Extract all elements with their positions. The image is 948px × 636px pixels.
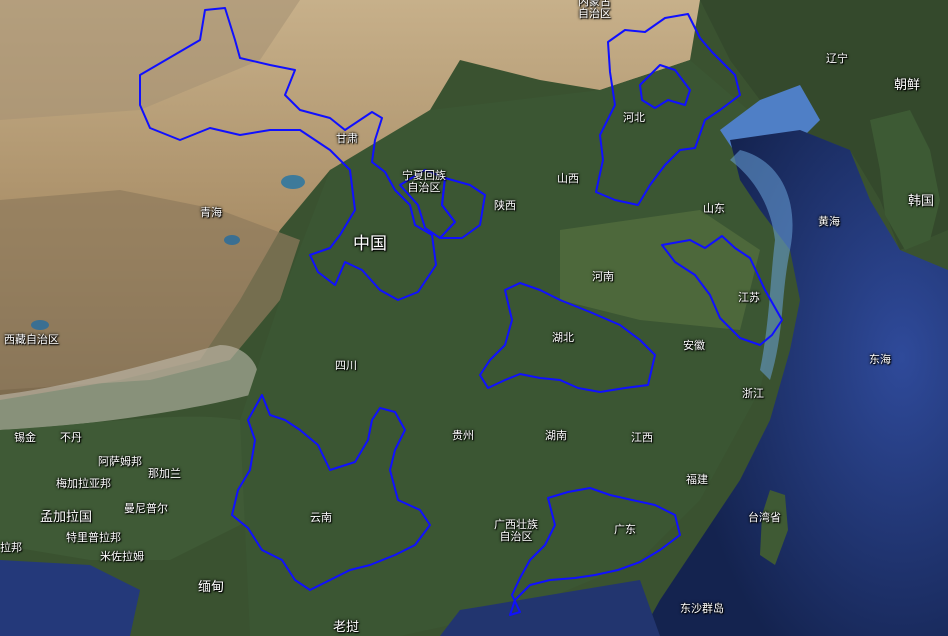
- dongsha-label: 东沙群岛: [680, 602, 724, 615]
- henan-label: 河南: [592, 270, 614, 283]
- gansu-boundary: [139, 7, 437, 301]
- yellow-sea-label: 黄海: [818, 215, 840, 228]
- mizoram-label: 米佐拉姆: [100, 550, 144, 563]
- hubei-boundary: [479, 282, 656, 393]
- bhutan-label: 不丹: [60, 431, 82, 444]
- nagaland-label: 那加兰: [148, 467, 181, 480]
- ningxia-label: 宁夏回族 自治区: [402, 169, 446, 194]
- shaanxi-label: 陕西: [494, 199, 516, 212]
- qinghai-label: 青海: [200, 206, 222, 219]
- meghalaya-label: 梅加拉亚邦: [56, 477, 111, 490]
- china-country-label: 中国: [353, 234, 387, 254]
- north-korea-label: 朝鲜: [894, 78, 921, 93]
- hebei-boundary: [595, 13, 741, 206]
- gansu-label: 甘肃: [336, 132, 358, 145]
- yunnan-boundary: [231, 394, 431, 591]
- jiangxi-label: 江西: [631, 431, 653, 444]
- guizhou-label: 贵州: [452, 429, 474, 442]
- zhejiang-label: 浙江: [742, 387, 764, 400]
- guangdong-boundary: [509, 487, 681, 616]
- bangladesh-label: 孟加拉国: [40, 510, 93, 525]
- shandong-label: 山东: [703, 202, 725, 215]
- sichuan-label: 四川: [335, 359, 357, 372]
- jiangsu-label: 江苏: [738, 291, 760, 304]
- jiangsu-boundary: [661, 235, 783, 346]
- fujian-label: 福建: [686, 473, 708, 486]
- hebei-label: 河北: [623, 111, 645, 124]
- shanxi-label: 山西: [557, 172, 579, 185]
- myanmar-label: 缅甸: [198, 580, 225, 595]
- manipur-label: 曼尼普尔: [124, 502, 168, 515]
- liaoning-label: 辽宁: [826, 52, 848, 65]
- east-sea-label: 东海: [869, 353, 891, 366]
- hubei-label: 湖北: [552, 331, 574, 344]
- beijing-boundary: [639, 64, 691, 109]
- neimenggu-label: 内蒙古 自治区: [578, 0, 611, 20]
- sikkim-label: 锡金: [14, 431, 36, 444]
- anhui-label: 安徽: [683, 339, 705, 352]
- westbengal-label: 拉邦: [0, 541, 22, 554]
- yunnan-label: 云南: [310, 511, 332, 524]
- hunan-label: 湖南: [545, 429, 567, 442]
- laos-label: 老挝: [333, 620, 360, 635]
- xizang-label: 西藏自治区: [4, 333, 59, 346]
- guangdong-label: 广东: [614, 523, 636, 536]
- guangxi-label: 广西壮族 自治区: [494, 518, 538, 543]
- arunachal-label: 阿萨姆邦: [98, 455, 142, 468]
- south-korea-label: 韩国: [908, 194, 935, 209]
- tripura-label: 特里普拉邦: [66, 531, 121, 544]
- shaanxi-boundary: [439, 177, 486, 239]
- taiwan-label: 台湾省: [748, 511, 781, 524]
